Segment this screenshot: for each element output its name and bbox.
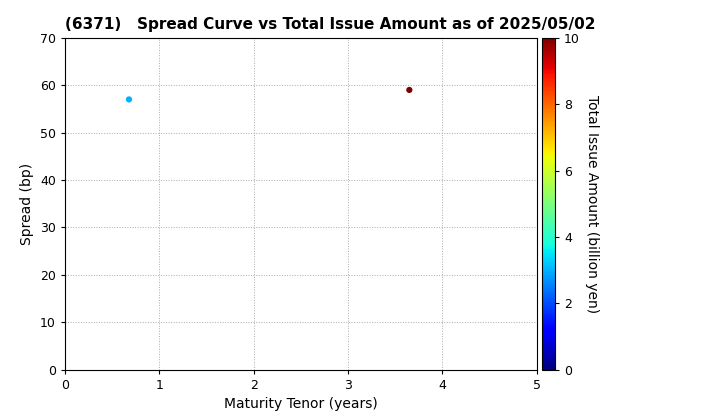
Point: [123, 96, 135, 103]
Y-axis label: Spread (bp): Spread (bp): [20, 163, 35, 245]
Y-axis label: Total Issue Amount (billion yen): Total Issue Amount (billion yen): [585, 94, 599, 313]
X-axis label: Maturity Tenor (years): Maturity Tenor (years): [224, 397, 378, 411]
Point: [404, 87, 415, 93]
Text: (6371)   Spread Curve vs Total Issue Amount as of 2025/05/02: (6371) Spread Curve vs Total Issue Amoun…: [65, 18, 595, 32]
